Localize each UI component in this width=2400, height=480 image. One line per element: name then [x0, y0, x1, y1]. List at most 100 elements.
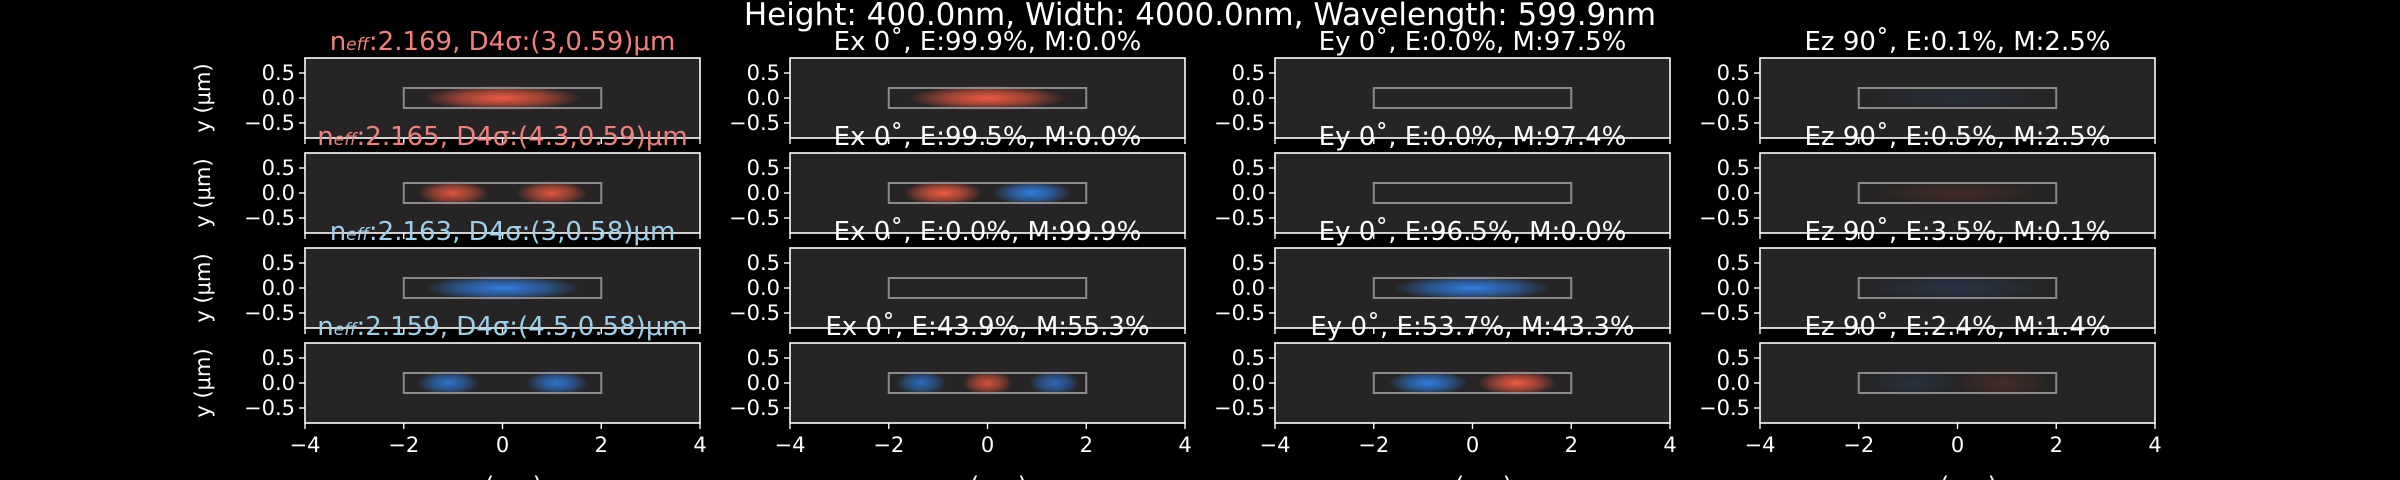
- waveguide-outline: [1372, 372, 1573, 394]
- panel-r3-c3: 0.50.0−0.5 Ey 0˚, E:96.5%, M:0.0%: [1214, 217, 1671, 334]
- x-tick-label: −4: [1745, 433, 1776, 457]
- mode-title-n: n: [330, 27, 346, 57]
- component-title: Ey 0˚, E:96.5%, M:0.0%: [1319, 217, 1627, 247]
- field-lobe: [992, 180, 1072, 206]
- field-lobe: [908, 85, 1067, 111]
- y-tick-label: −0.5: [1214, 301, 1265, 325]
- field-layer: [423, 85, 582, 111]
- field-layer: [1878, 180, 2037, 206]
- y-tick-label: −0.5: [244, 206, 295, 230]
- field-layer: [416, 370, 589, 396]
- field-layer: [1862, 85, 2053, 111]
- y-tick-label: 0.5: [747, 346, 780, 370]
- x-axis-label: x (μm): [463, 472, 542, 480]
- field-layer: [903, 180, 1072, 206]
- component-title: Ex 0˚, E:0.0%, M:99.9%: [834, 217, 1142, 247]
- y-tick-label: −0.5: [244, 111, 295, 135]
- y-tick-label: −0.5: [1699, 111, 1750, 135]
- x-tick-label: −4: [1260, 433, 1291, 457]
- component-title: Ez 90˚, E:3.5%, M:0.1%: [1805, 217, 2111, 247]
- field-layer: [908, 85, 1067, 111]
- field-lobe: [423, 85, 582, 111]
- x-tick-label: −2: [873, 433, 904, 457]
- y-tick-label: 0.0: [1717, 371, 1750, 395]
- component-title: Ey 0˚, E:0.0%, M:97.4%: [1319, 122, 1627, 152]
- x-axis-label: x (μm): [948, 472, 1027, 480]
- x-tick-label: 0: [1466, 433, 1479, 457]
- component-title: Ez 90˚, E:0.1%, M:2.5%: [1805, 27, 2111, 57]
- panel-background: [1275, 343, 1670, 423]
- panel-r1-c1: 0.50.0−0.5 y (μm) neff:2.169, D4σ:(3,0.59)…: [191, 27, 701, 144]
- mode-title-values: :2.165, D4σ:(4.3,0.59)μm: [357, 122, 688, 152]
- field-lobe: [1862, 272, 2053, 304]
- mode-title-n: n: [317, 312, 333, 342]
- y-tick-label: 0.5: [262, 61, 295, 85]
- mode-title-values: :2.163, D4σ:(3,0.58)μm: [369, 217, 675, 247]
- y-tick-label: −0.5: [729, 111, 780, 135]
- field-layer: [417, 180, 588, 206]
- y-tick-label: 0.0: [747, 371, 780, 395]
- waveguide-outline: [402, 182, 603, 204]
- y-tick-label: 0.0: [1232, 181, 1265, 205]
- x-tick-label: 4: [1663, 433, 1676, 457]
- y-tick-label: 0.0: [747, 181, 780, 205]
- field-lobe: [1028, 370, 1080, 396]
- panel-background: [790, 248, 1185, 328]
- x-tick-label: 2: [1565, 433, 1578, 457]
- y-tick-label: −0.5: [729, 396, 780, 420]
- panel-r4-c2: 0.50.0−0.5 −4 −2 0 2 4 Ex 0˚, E:43.9%, M:55.3%…: [729, 312, 1192, 480]
- field-lobe: [1878, 180, 2037, 206]
- mode-title: neff:2.169, D4σ:(3,0.59)μm: [330, 27, 676, 57]
- waveguide-outline: [887, 182, 1088, 204]
- field-lobe: [1865, 367, 1961, 399]
- field-lobe: [1862, 85, 2053, 111]
- panel-background: [1275, 153, 1670, 233]
- y-tick-label: 0.0: [262, 276, 295, 300]
- waveguide-outline: [1857, 277, 2058, 299]
- mode-title-sub: eff: [346, 35, 370, 55]
- y-tick-label: −0.5: [1699, 206, 1750, 230]
- y-tick-label: 0.5: [1717, 156, 1750, 180]
- mode-title: neff:2.159, D4σ:(4.5,0.58)μm: [317, 312, 687, 342]
- component-title: Ey 0˚, E:0.0%, M:97.5%: [1319, 27, 1627, 57]
- mode-title-sub: eff: [334, 130, 358, 150]
- panel-r4-c4: 0.50.0−0.5 −4 −2 0 2 4 Ez 90˚, E:2.4%, M:1.4% x…: [1699, 312, 2162, 480]
- component-title: Ex 0˚, E:99.5%, M:0.0%: [834, 122, 1142, 152]
- waveguide-outline: [1372, 87, 1573, 109]
- field-lobe: [525, 370, 589, 396]
- waveguide-outline: [887, 87, 1088, 109]
- field-layer: [423, 275, 582, 301]
- x-tick-label: −4: [290, 433, 321, 457]
- mode-title-n: n: [330, 217, 346, 247]
- x-tick-label: 2: [1080, 433, 1093, 457]
- field-lobe: [903, 180, 983, 206]
- x-tick-label: −2: [1843, 433, 1874, 457]
- y-tick-label: 0.5: [747, 61, 780, 85]
- waveguide-outline: [887, 277, 1088, 299]
- y-tick-label: −0.5: [244, 301, 295, 325]
- y-tick-label: 0.5: [747, 156, 780, 180]
- component-title: Ey 0˚, E:53.7%, M:43.3%: [1310, 312, 1634, 342]
- y-tick-label: 0.0: [747, 86, 780, 110]
- panel-r2-c4: 0.50.0−0.5 Ez 90˚, E:0.5%, M:2.5%: [1699, 122, 2156, 239]
- x-tick-label: 4: [1178, 433, 1191, 457]
- y-tick-label: 0.0: [1717, 181, 1750, 205]
- panel-r2-c1: 0.50.0−0.5 y (μm) neff:2.165, D4σ:(4.3,0.5…: [191, 122, 701, 239]
- y-tick-label: −0.5: [1214, 111, 1265, 135]
- x-tick-label: −4: [775, 433, 806, 457]
- x-tick-label: 2: [2050, 433, 2063, 457]
- y-tick-label: 0.5: [1717, 61, 1750, 85]
- waveguide-outline: [1372, 182, 1573, 204]
- panel-background: [790, 153, 1185, 233]
- x-tick-label: 4: [693, 433, 706, 457]
- panel-r3-c1: 0.50.0−0.5 y (μm) neff:2.163, D4σ:(3,0.58)…: [191, 217, 701, 334]
- component-title: Ex 0˚, E:43.9%, M:55.3%: [825, 312, 1149, 342]
- y-axis-label: y (μm): [191, 158, 215, 227]
- mode-title-values: :2.169, D4σ:(3,0.59)μm: [369, 27, 675, 57]
- y-tick-label: 0.0: [1232, 371, 1265, 395]
- component-title: Ez 90˚, E:2.4%, M:1.4%: [1805, 312, 2111, 342]
- y-tick-label: 0.5: [1232, 61, 1265, 85]
- waveguide-outline: [1857, 182, 2058, 204]
- field-lobe: [516, 180, 588, 206]
- field-lobe: [423, 275, 582, 301]
